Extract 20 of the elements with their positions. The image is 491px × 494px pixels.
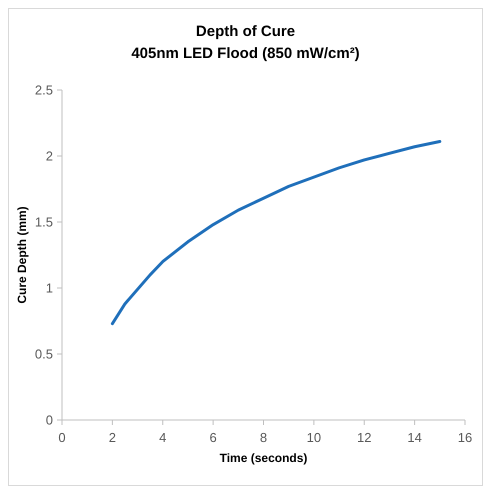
- y-tick-label: 2: [46, 148, 53, 164]
- y-axis-title: Cure Depth (mm): [15, 206, 29, 304]
- x-tick-label: 14: [407, 430, 422, 445]
- x-tick-label: 6: [210, 430, 217, 445]
- y-tick-label: 2.5: [34, 82, 53, 98]
- chart-title: Depth of Cure: [196, 23, 296, 40]
- x-tick-label: 16: [458, 430, 472, 445]
- y-tick-label: 1.5: [34, 214, 53, 230]
- x-axis-title: Time (seconds): [220, 451, 308, 465]
- y-tick-label: 0.5: [34, 346, 53, 362]
- x-tick-label: 12: [357, 430, 372, 445]
- y-tick-label: 1: [46, 280, 53, 296]
- x-tick-label: 4: [159, 430, 166, 445]
- chart-subtitle: 405nm LED Flood (850 mW/cm²): [131, 45, 360, 62]
- x-tick-label: 8: [260, 430, 268, 445]
- x-tick-label: 2: [108, 430, 116, 445]
- y-tick-label: 0: [46, 412, 53, 428]
- x-tick-label: 10: [306, 430, 322, 445]
- x-tick-label: 0: [58, 430, 66, 445]
- line-series: [110, 140, 442, 326]
